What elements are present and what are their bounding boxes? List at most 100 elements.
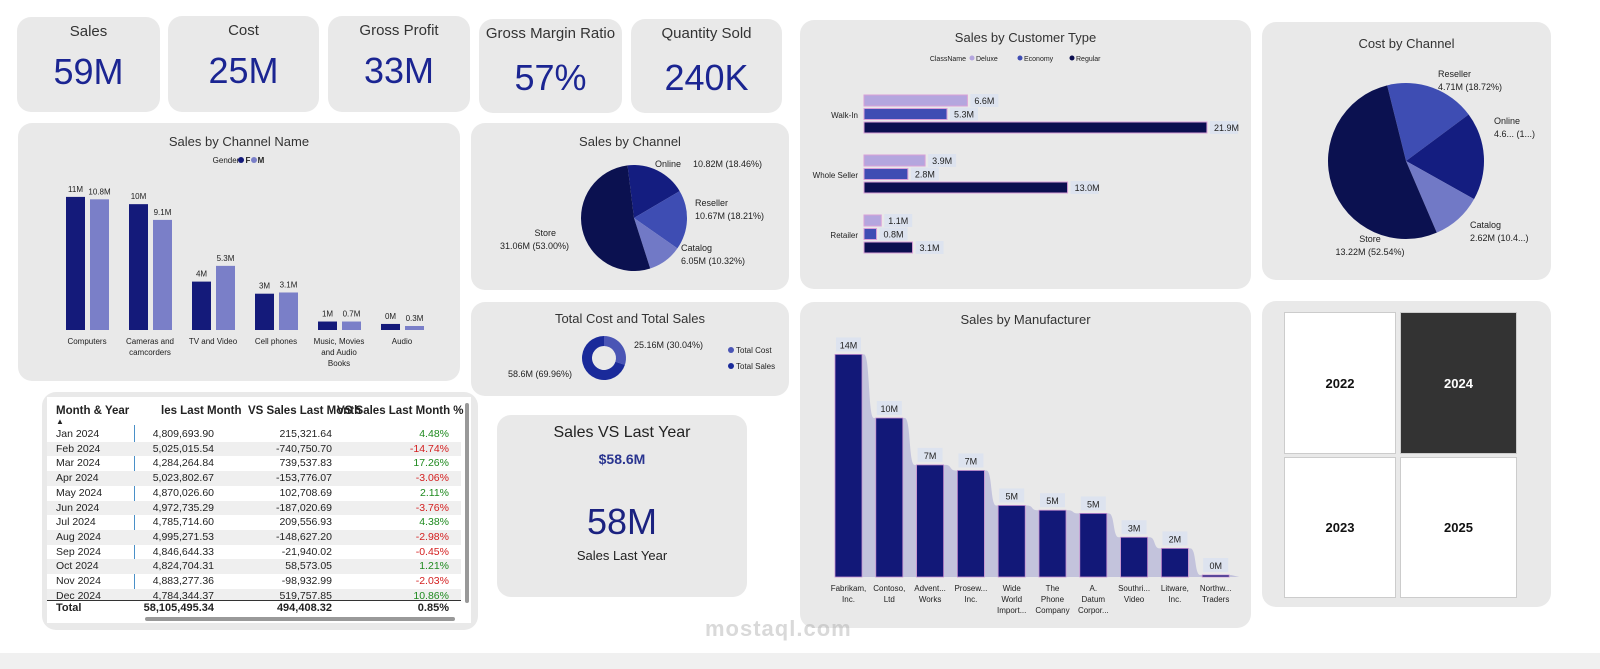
table-row[interactable]: Jul 2024 4,785,714.60 209,556.93 4.38%: [47, 515, 461, 530]
sort-ascending-icon[interactable]: ▲: [56, 417, 64, 426]
vs-sales-cell: 102,708.69: [279, 486, 332, 499]
bar-f: [255, 293, 274, 330]
horizontal-scrollbar[interactable]: [145, 617, 455, 621]
data-label: 5M: [1005, 491, 1018, 501]
category-label: Cameras and camcorders: [126, 337, 174, 357]
kpi-gross-profit: Gross Profit 33M: [328, 16, 470, 112]
data-label-background: [1162, 531, 1188, 546]
pie-slice-reseller: [1387, 82, 1469, 161]
sales-last-month-cell: 4,284,264.84: [152, 457, 214, 470]
year-tile-2022[interactable]: 2022: [1284, 312, 1396, 454]
vs-sales-cell: 58,573.05: [285, 560, 332, 573]
vs-sales-cell: -148,627.20: [275, 530, 332, 543]
pie-slice-catalog: [1406, 161, 1475, 233]
legend-marker: [1017, 55, 1023, 61]
table-row[interactable]: Oct 2024 4,824,704.31 58,573.05 1.21%: [47, 559, 461, 574]
monthly-sales-table[interactable]: Month & Year les Last Month VS Sales Las…: [47, 397, 471, 623]
legend-label: Deluxe: [976, 56, 998, 63]
column-header-vs-sales-pct[interactable]: VS Sales Last Month %: [337, 405, 464, 417]
data-label: 5M: [1046, 496, 1059, 506]
last-year-sales-value: 58M: [586, 501, 658, 542]
sales-last-month-cell: 4,784,344.37: [152, 589, 214, 602]
kpi-value: 57%: [514, 57, 587, 98]
vs-sales-cell: 739,537.83: [279, 457, 332, 470]
kpi-gross-margin-ratio: Gross Margin Ratio 57%: [479, 19, 622, 113]
vs-sales-pct-cell: 4.48%: [419, 428, 449, 440]
bar: [916, 464, 944, 578]
year-tile-2025[interactable]: 2025: [1400, 457, 1517, 598]
data-label: 1.1M: [888, 216, 908, 226]
data-label: 7M: [965, 456, 978, 466]
data-label: 10M: [131, 192, 147, 201]
bar: [1038, 509, 1067, 578]
data-label: 1M: [322, 310, 333, 319]
slice-value-label: 58.6M (69.96%): [508, 369, 572, 379]
pie-slice-total-cost: [604, 336, 627, 365]
bar-deluxe: [863, 94, 968, 107]
vs-sales-pct-cell: -3.76%: [415, 501, 449, 514]
data-label-background: [970, 94, 999, 107]
column-header-month[interactable]: Month & Year: [56, 405, 130, 417]
table-row[interactable]: Sep 2024 4,846,644.33 -21,940.02 -0.45%: [47, 545, 461, 560]
watermark: mostaql.com: [705, 616, 852, 641]
kpi-sales: Sales 59M: [17, 17, 160, 112]
vs-sales-cell: -187,020.69: [275, 501, 332, 514]
year-tile-2024[interactable]: 2024: [1400, 312, 1517, 454]
data-label: 11M: [68, 185, 83, 194]
legend-label: Total Cost: [736, 346, 772, 355]
bar: [957, 470, 985, 578]
table-row[interactable]: Mar 2024 4,284,264.84 739,537.83 17.26%: [47, 456, 461, 471]
sales-last-month-cell: 4,809,693.90: [152, 428, 214, 440]
table-row[interactable]: Dec 2024 4,784,344.37 519,757.85 10.86%: [47, 588, 461, 604]
bar-f: [381, 323, 400, 330]
column-header-sales-last-month[interactable]: les Last Month: [161, 405, 242, 417]
kpi-quantity-sold: Quantity Sold 240K: [631, 19, 782, 113]
bar-m: [279, 292, 298, 330]
kpi-title: Sales: [69, 23, 108, 40]
category-label: Wide World Import...: [997, 584, 1026, 615]
bar-m: [405, 326, 424, 330]
slice-value-label: 10.82M (18.46%): [693, 159, 762, 169]
slice-value-label: 2.62M (10.4...): [1470, 233, 1529, 243]
month-cell: Oct 2024: [56, 560, 99, 573]
vertical-scrollbar[interactable]: [465, 403, 469, 603]
data-label-background: [879, 227, 908, 241]
vs-sales-cell: 209,556.93: [279, 516, 332, 529]
bar-economy: [863, 108, 948, 120]
total-cost-sales-card: [471, 302, 789, 396]
table-row[interactable]: Aug 2024 4,995,271.53 -148,627.20 -2.98%: [47, 529, 461, 545]
table-total-row[interactable]: Total 58,105,495.34 494,408.32 0.85%: [47, 600, 461, 615]
legend-marker: [1069, 55, 1075, 61]
vs-sales-pct-cell: 2.11%: [420, 486, 449, 499]
bar-economy: [863, 228, 878, 240]
year-tile-2023[interactable]: 2023: [1284, 457, 1396, 598]
category-label: Walk-In: [831, 111, 858, 120]
legend-label: Economy: [1024, 56, 1054, 63]
data-label-background: [1209, 121, 1238, 134]
table-row[interactable]: Feb 2024 5,025,015.54 -740,750.70 -14.74%: [47, 441, 461, 457]
kpi-value: 33M: [363, 50, 435, 91]
sales-last-month-cell: 58,105,495.34: [143, 602, 214, 614]
column-header-vs-sales[interactable]: VS Sales Last Month: [248, 405, 362, 417]
sales-last-month-cell: 4,785,714.60: [152, 516, 214, 529]
data-label-background: [1203, 558, 1229, 572]
sales-last-month-cell: 4,995,271.53: [152, 530, 214, 543]
table-row[interactable]: Apr 2024 5,023,802.67 -153,776.07 -3.06%: [47, 471, 461, 486]
table-row[interactable]: May 2024 4,870,026.60 102,708.69 2.11%: [47, 486, 461, 501]
bar-m: [342, 321, 361, 330]
table-row[interactable]: Jun 2024 4,972,735.29 -187,020.69 -3.76%: [47, 500, 461, 516]
table-row[interactable]: Nov 2024 4,883,277.36 -98,932.99 -2.03%: [47, 574, 461, 589]
table-row[interactable]: Jan 2024 4,809,693.90 215,321.64 4.48%: [47, 427, 461, 442]
data-label: 14M: [840, 340, 858, 350]
data-label: 0.7M: [343, 310, 361, 319]
month-cell: Nov 2024: [56, 575, 101, 587]
data-label-background: [1070, 181, 1099, 194]
bar: [1161, 547, 1189, 578]
vs-sales-pct-cell: -0.45%: [415, 545, 449, 558]
month-cell: Sep 2024: [56, 545, 101, 558]
data-label-background: [910, 167, 939, 181]
